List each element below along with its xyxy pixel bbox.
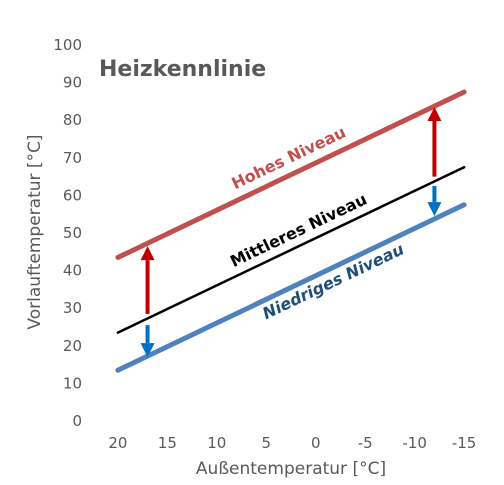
y-tick-label: 100: [53, 36, 82, 54]
y-axis-title: Vorlauftemperatur [°C]: [25, 134, 45, 329]
series-line-medium: [116, 165, 466, 334]
y-tick-label: 60: [63, 186, 82, 204]
raise-arrow: [140, 246, 155, 314]
x-tick-label: -15: [452, 434, 477, 452]
y-tick-label: 80: [63, 111, 82, 129]
x-tick-label: 10: [207, 434, 226, 452]
x-tick-label: 20: [108, 434, 127, 452]
chart-title: Heizkennlinie: [99, 57, 266, 82]
y-tick-label: 40: [63, 262, 82, 280]
x-tick-label: 0: [311, 434, 321, 452]
x-axis-title: Außentemperatur [°C]: [196, 459, 386, 479]
x-tick-label: 15: [158, 434, 177, 452]
lower-arrow: [140, 325, 155, 358]
y-tick-label: 0: [72, 412, 82, 430]
y-tick-label: 10: [63, 374, 82, 392]
raise-arrow: [427, 107, 442, 177]
y-tick-label: 30: [63, 299, 82, 317]
y-tick-label: 90: [63, 74, 82, 92]
x-tick-label: 5: [261, 434, 271, 452]
y-tick-label: 50: [63, 224, 82, 242]
y-tick-label: 70: [63, 149, 82, 167]
series-label-low: Niedriges Niveau: [259, 239, 406, 323]
series-line-low: [115, 202, 467, 373]
lower-arrow: [427, 186, 442, 217]
series-line-high: [115, 89, 467, 260]
y-tick-label: 20: [63, 337, 82, 355]
x-tick-label: -10: [402, 434, 427, 452]
x-tick-label: -5: [358, 434, 373, 452]
